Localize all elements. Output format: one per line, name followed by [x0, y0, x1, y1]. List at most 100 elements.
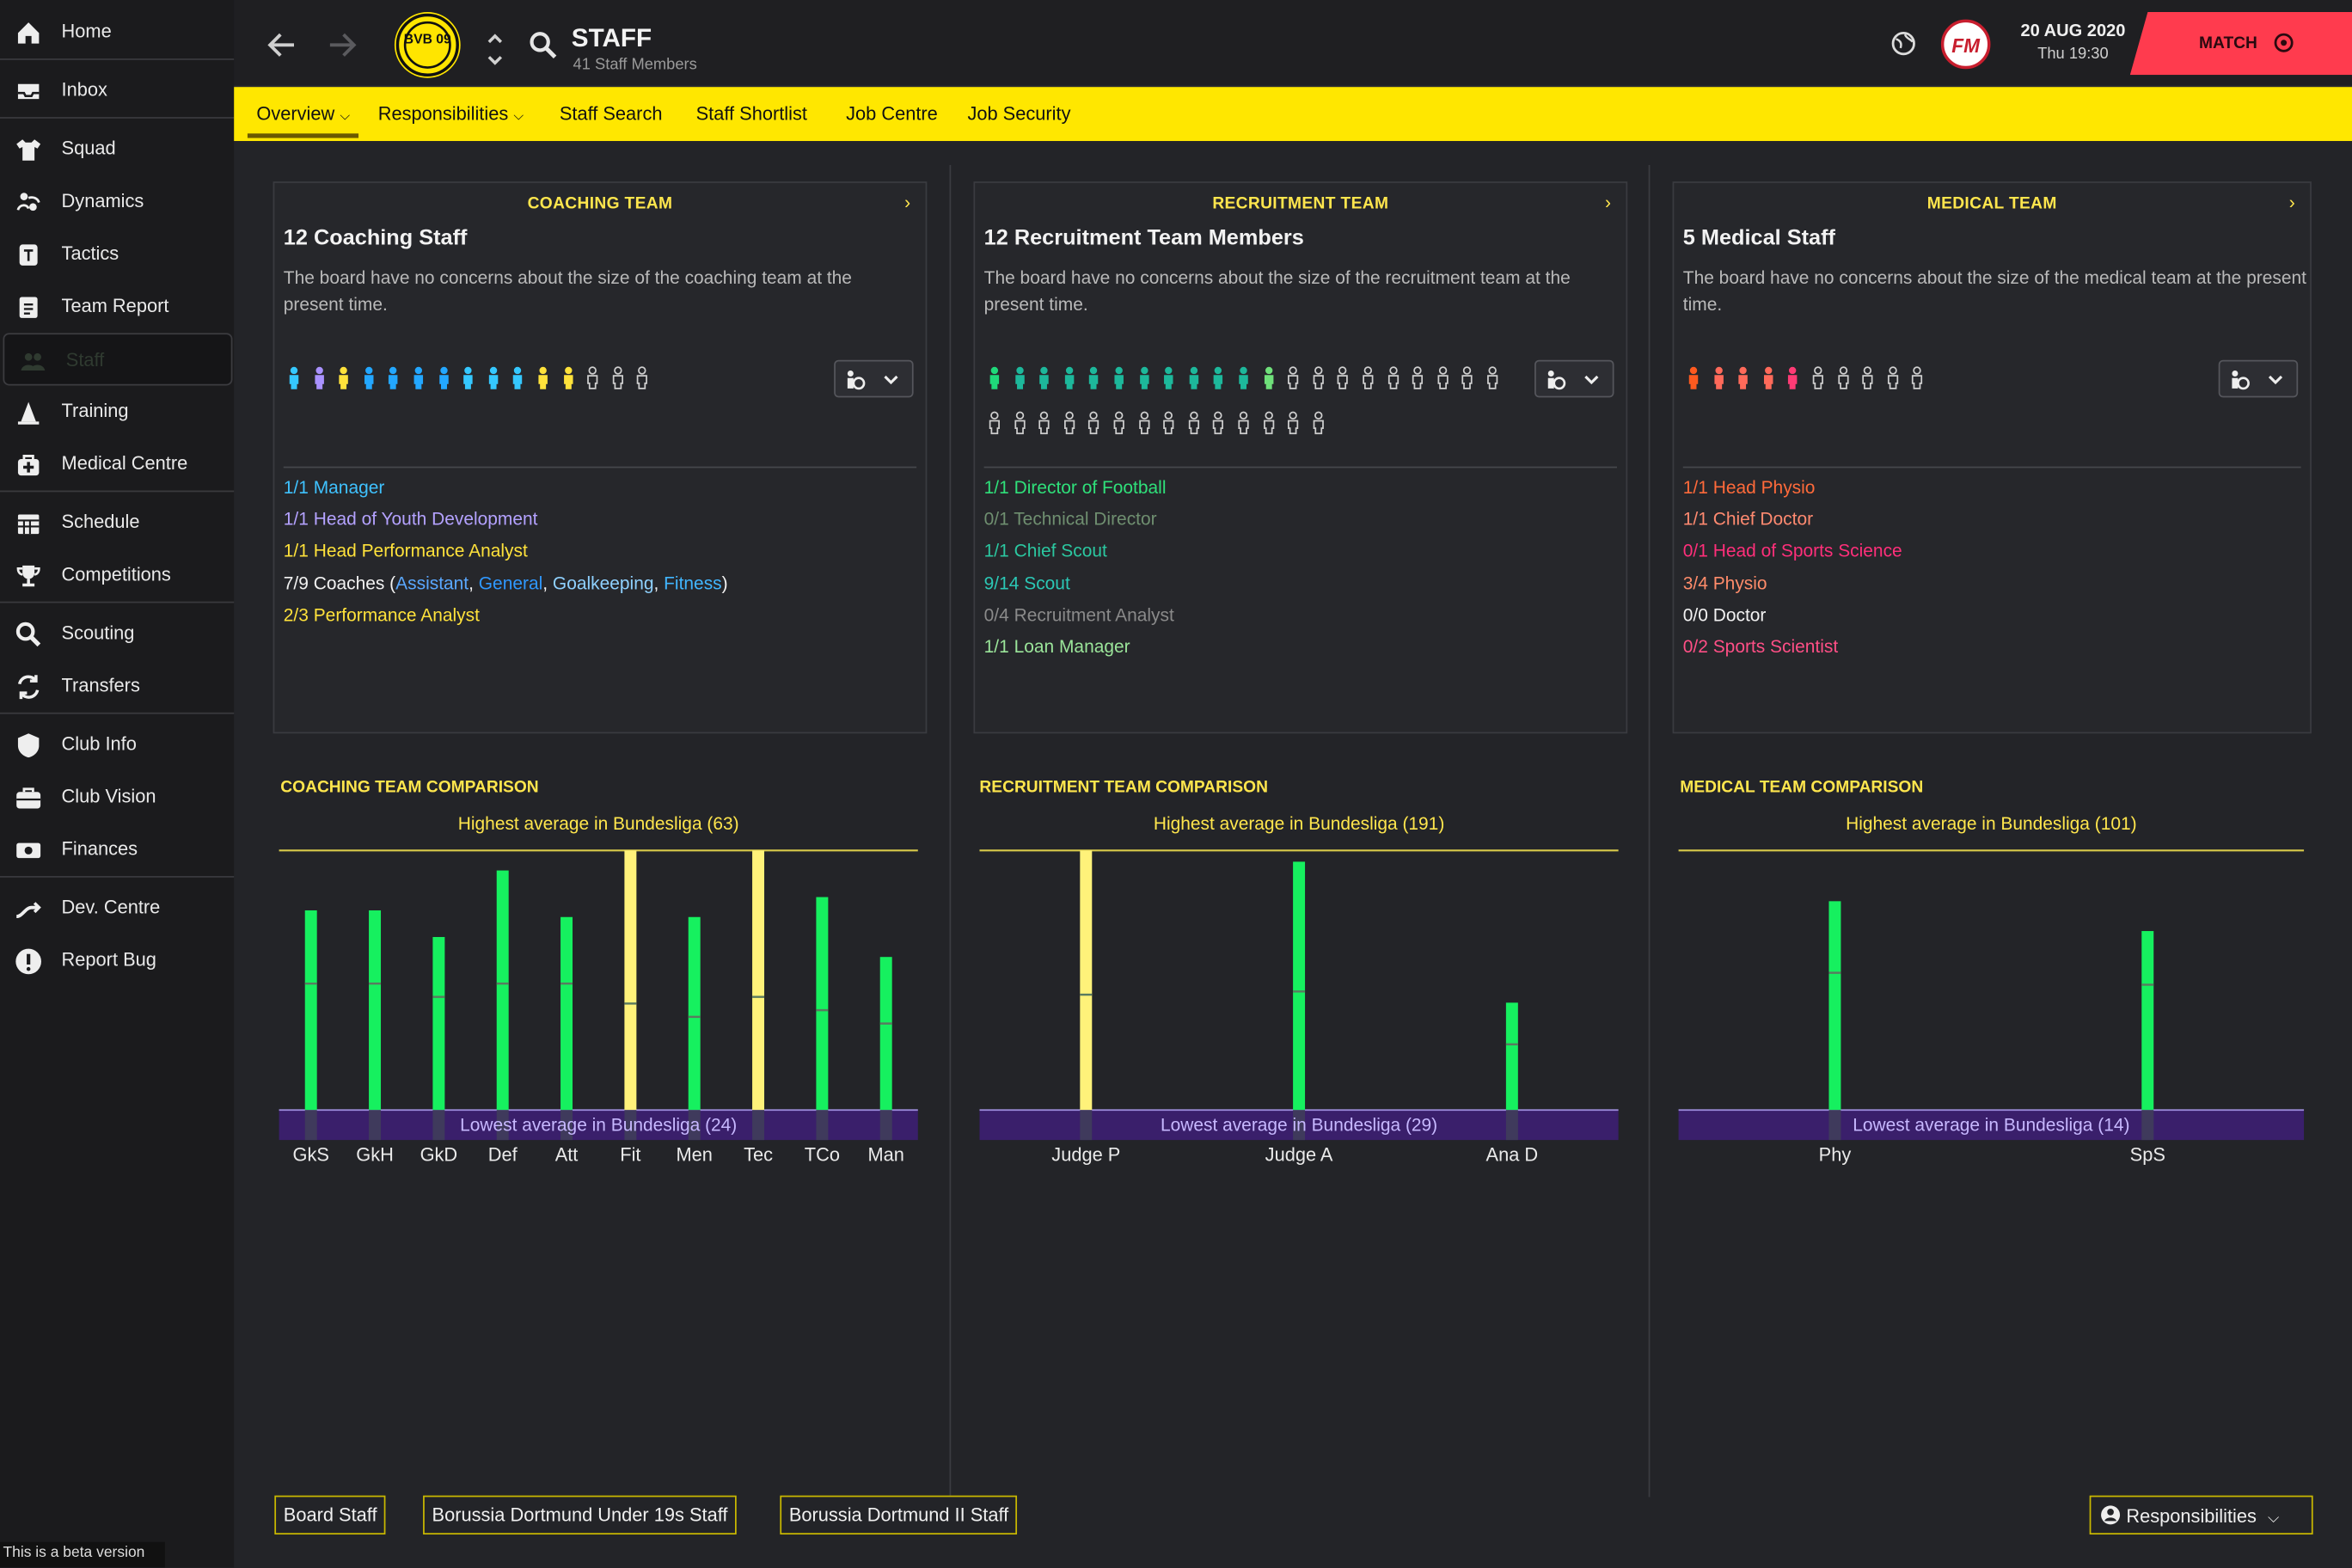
staff-member-icon[interactable]: [987, 366, 1012, 396]
vacant-staff-icon[interactable]: [1161, 411, 1186, 441]
role-row[interactable]: 1/1 Director of Football: [984, 473, 1174, 505]
tab-staff-shortlist[interactable]: Staff Shortlist: [695, 103, 807, 125]
staff-member-icon[interactable]: [560, 366, 585, 396]
chevron-right-icon[interactable]: ›: [1605, 192, 1612, 213]
tab-job-centre[interactable]: Job Centre: [846, 103, 938, 125]
club-badge[interactable]: BVB 09: [395, 13, 459, 77]
vacant-staff-icon[interactable]: [635, 366, 660, 396]
tab-staff-search[interactable]: Staff Search: [559, 103, 663, 125]
sidebar-item-scouting[interactable]: Scouting: [0, 608, 234, 660]
sidebar-item-medical-centre[interactable]: Medical Centre: [0, 438, 234, 491]
sidebar-item-dev-centre[interactable]: Dev. Centre: [0, 882, 234, 934]
role-row[interactable]: 1/1 Chief Doctor: [1683, 505, 1902, 536]
staff-member-icon[interactable]: [1037, 366, 1062, 396]
sidebar-item-tactics[interactable]: Tactics: [0, 228, 234, 280]
vacant-staff-icon[interactable]: [1311, 411, 1336, 441]
staff-filter-dropdown[interactable]: [2218, 359, 2299, 398]
staff-member-icon[interactable]: [1087, 366, 1112, 396]
staff-member-icon[interactable]: [1211, 366, 1236, 396]
bar-gkd[interactable]: [432, 936, 445, 1111]
forward-arrow-icon[interactable]: [327, 30, 357, 60]
role-row[interactable]: 1/1 Loan Manager: [984, 632, 1174, 664]
vacant-staff-icon[interactable]: [585, 366, 610, 396]
vacant-staff-icon[interactable]: [1261, 411, 1286, 441]
staff-member-icon[interactable]: [311, 366, 336, 396]
staff-member-icon[interactable]: [536, 366, 560, 396]
role-row[interactable]: 1/1 Head of Youth Development: [284, 505, 728, 536]
sidebar-item-transfers[interactable]: Transfers: [0, 660, 234, 713]
vacant-staff-icon[interactable]: [1136, 411, 1161, 441]
staff-member-icon[interactable]: [1761, 366, 1785, 396]
vacant-staff-icon[interactable]: [1286, 366, 1311, 396]
staff-member-icon[interactable]: [1062, 366, 1087, 396]
vacant-staff-icon[interactable]: [1460, 366, 1485, 396]
bar-men[interactable]: [688, 916, 701, 1111]
sidebar-item-club-info[interactable]: Club Info: [0, 719, 234, 771]
sidebar-item-staff[interactable]: Staff: [3, 333, 233, 386]
role-row[interactable]: 1/1 Head Performance Analyst: [284, 536, 728, 568]
role-row[interactable]: 1/1 Chief Scout: [984, 536, 1174, 568]
responsibilities-button[interactable]: Responsibilities ⌵: [2089, 1495, 2313, 1535]
staff-member-icon[interactable]: [386, 366, 411, 396]
fm-logo[interactable]: FM: [1940, 19, 1991, 70]
staff-member-icon[interactable]: [436, 366, 461, 396]
role-row[interactable]: 9/14 Scout: [984, 568, 1174, 600]
vacant-staff-icon[interactable]: [1236, 411, 1261, 441]
chevron-right-icon[interactable]: ›: [2288, 192, 2295, 213]
vacant-staff-icon[interactable]: [1360, 366, 1385, 396]
back-arrow-icon[interactable]: [267, 30, 297, 60]
staff-member-icon[interactable]: [486, 366, 511, 396]
sidebar-item-team-report[interactable]: Team Report: [0, 280, 234, 333]
bar-sps[interactable]: [2141, 931, 2154, 1111]
vacant-staff-icon[interactable]: [987, 411, 1012, 441]
role-subtype[interactable]: General: [478, 572, 543, 594]
sidebar-item-club-vision[interactable]: Club Vision: [0, 771, 234, 824]
sidebar-item-inbox[interactable]: Inbox: [0, 64, 234, 117]
bar-judge-a[interactable]: [1293, 861, 1306, 1111]
bar-ana-d[interactable]: [1505, 1002, 1518, 1111]
staff-member-icon[interactable]: [336, 366, 361, 396]
vacant-staff-icon[interactable]: [1885, 366, 1910, 396]
staff-member-icon[interactable]: [1236, 366, 1261, 396]
role-row[interactable]: 0/2 Sports Scientist: [1683, 632, 1902, 664]
vacant-staff-icon[interactable]: [1860, 366, 1885, 396]
bar-def[interactable]: [496, 870, 509, 1111]
chevron-updown-icon[interactable]: [486, 30, 504, 69]
match-button[interactable]: MATCH: [2129, 11, 2352, 76]
staff-member-icon[interactable]: [461, 366, 486, 396]
bar-phy[interactable]: [1828, 901, 1841, 1111]
sidebar-item-report-bug[interactable]: Report Bug: [0, 934, 234, 987]
sidebar-item-competitions[interactable]: Competitions: [0, 549, 234, 602]
bar-tco[interactable]: [816, 897, 829, 1111]
tab-responsibilities[interactable]: Responsibilities ⌵: [378, 87, 524, 141]
second-team-staff-button[interactable]: Borussia Dortmund II Staff: [780, 1495, 1018, 1535]
role-subtype[interactable]: Goalkeeping: [552, 572, 654, 594]
role-row[interactable]: 0/1 Head of Sports Science: [1683, 536, 1902, 568]
staff-member-icon[interactable]: [1785, 366, 1810, 396]
sidebar-item-schedule[interactable]: Schedule: [0, 497, 234, 549]
bar-gks[interactable]: [304, 910, 317, 1111]
staff-member-icon[interactable]: [1686, 366, 1711, 396]
staff-member-icon[interactable]: [286, 366, 311, 396]
chevron-right-icon[interactable]: ›: [904, 192, 911, 213]
vacant-staff-icon[interactable]: [610, 366, 635, 396]
sidebar-item-training[interactable]: Training: [0, 385, 234, 438]
staff-filter-dropdown[interactable]: [834, 359, 914, 398]
vacant-staff-icon[interactable]: [1286, 411, 1311, 441]
vacant-staff-icon[interactable]: [1910, 366, 1935, 396]
role-row[interactable]: 0/1 Technical Director: [984, 505, 1174, 536]
vacant-staff-icon[interactable]: [1112, 411, 1136, 441]
role-row[interactable]: 1/1 Head Physio: [1683, 473, 1902, 505]
vacant-staff-icon[interactable]: [1211, 411, 1236, 441]
staff-member-icon[interactable]: [1261, 366, 1286, 396]
staff-member-icon[interactable]: [1161, 366, 1186, 396]
tab-job-security[interactable]: Job Security: [967, 103, 1071, 125]
staff-member-icon[interactable]: [511, 366, 536, 396]
role-row[interactable]: 3/4 Physio: [1683, 568, 1902, 600]
vacant-staff-icon[interactable]: [1186, 411, 1211, 441]
role-row[interactable]: 7/9 Coaches (Assistant, General, Goalkee…: [284, 568, 728, 600]
u19-staff-button[interactable]: Borussia Dortmund Under 19s Staff: [423, 1495, 737, 1535]
tab-overview[interactable]: Overview ⌵: [247, 87, 360, 141]
sidebar-item-finances[interactable]: Finances: [0, 824, 234, 876]
vacant-staff-icon[interactable]: [1087, 411, 1112, 441]
